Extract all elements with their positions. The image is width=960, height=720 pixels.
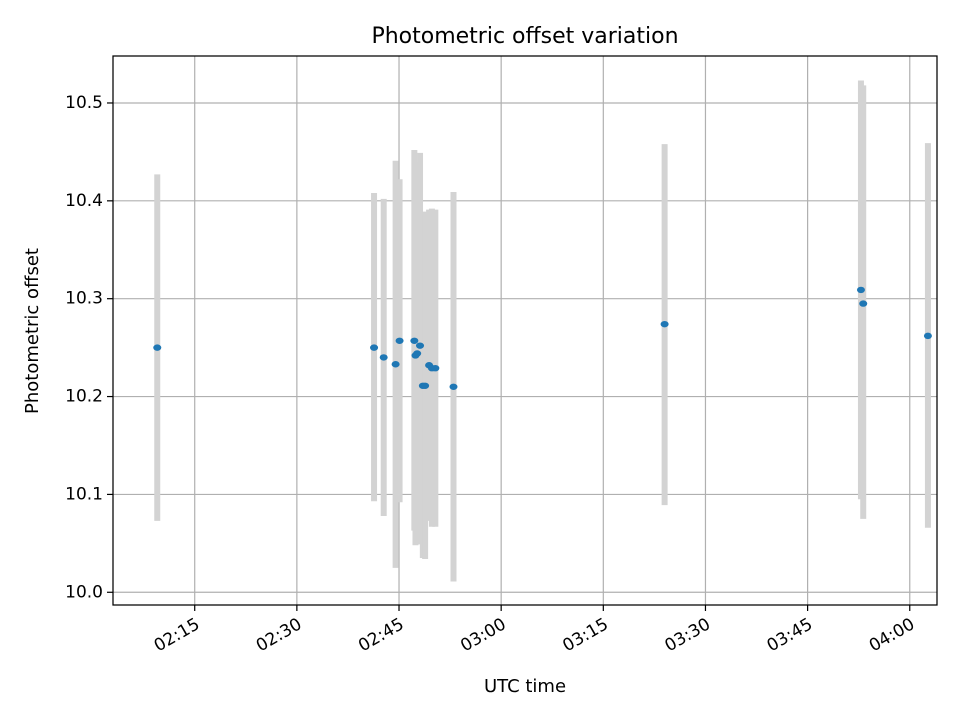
- data-point: [923, 332, 932, 340]
- data-point: [856, 286, 865, 294]
- y-tick-label: 10.3: [65, 289, 103, 309]
- data-point: [421, 382, 430, 389]
- data-point: [416, 342, 425, 349]
- x-axis-label: UTC time: [484, 676, 566, 697]
- y-tick-label: 10.4: [65, 191, 103, 211]
- data-point: [431, 364, 440, 372]
- y-tick-label: 10.5: [65, 93, 103, 113]
- data-point: [410, 337, 419, 344]
- data-point: [395, 337, 404, 344]
- data-point: [660, 320, 669, 328]
- data-point: [413, 350, 422, 357]
- y-axis-ticks: 10.0 10.1 10.2 10.3 10.4 10.5: [65, 93, 113, 602]
- chart-title: Photometric offset variation: [371, 24, 678, 49]
- y-tick-label: 10.0: [65, 582, 103, 602]
- data-point: [153, 344, 162, 351]
- data-points: [153, 286, 932, 390]
- y-axis-label: Photometric offset: [22, 248, 43, 414]
- data-point: [859, 300, 868, 307]
- y-tick-label: 10.2: [65, 387, 103, 407]
- plot-frame: [112, 55, 938, 606]
- data-point: [391, 361, 400, 368]
- grid: [113, 56, 937, 605]
- data-point: [379, 354, 388, 361]
- data-point: [370, 344, 379, 351]
- y-tick-label: 10.1: [65, 484, 103, 504]
- data-point: [449, 383, 458, 390]
